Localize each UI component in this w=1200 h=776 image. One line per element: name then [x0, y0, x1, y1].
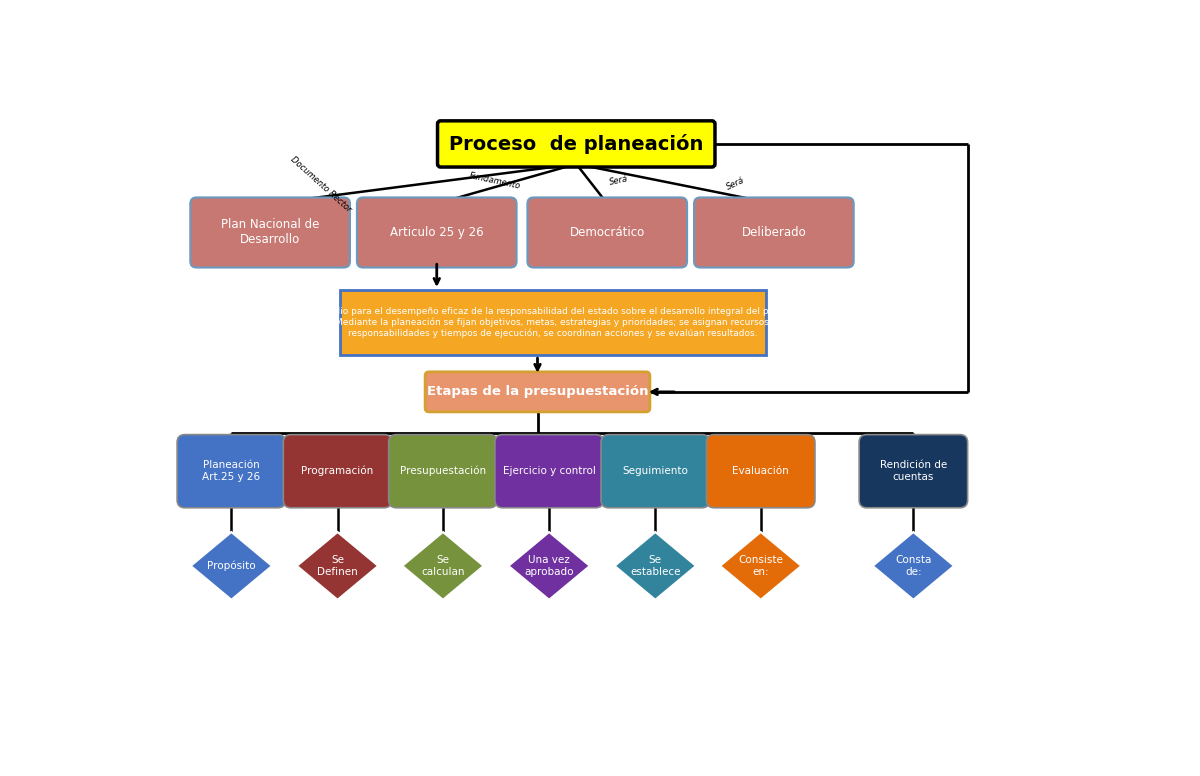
Text: Una vez
aprobado: Una vez aprobado	[524, 555, 574, 577]
Text: Fundamento: Fundamento	[468, 171, 522, 191]
Text: Programación: Programación	[301, 466, 373, 476]
Polygon shape	[191, 532, 272, 600]
Text: Presupuestación: Presupuestación	[400, 466, 486, 476]
Text: Planeación
Art.25 y 26: Planeación Art.25 y 26	[203, 460, 260, 482]
Text: Se
Definen: Se Definen	[317, 555, 358, 577]
FancyBboxPatch shape	[191, 197, 350, 268]
FancyBboxPatch shape	[601, 435, 709, 508]
Polygon shape	[296, 532, 378, 600]
Polygon shape	[720, 532, 802, 600]
Text: Consta
de:: Consta de:	[895, 555, 931, 577]
Text: Evaluación: Evaluación	[732, 466, 790, 476]
Text: Etapas de la presupuestación: Etapas de la presupuestación	[427, 386, 648, 398]
FancyBboxPatch shape	[707, 435, 815, 508]
Text: Será: Será	[725, 176, 745, 192]
Text: Será: Será	[608, 175, 629, 187]
FancyBboxPatch shape	[438, 121, 715, 167]
Polygon shape	[614, 532, 696, 600]
Polygon shape	[872, 532, 954, 600]
Polygon shape	[402, 532, 484, 600]
Text: Proceso  de planeación: Proceso de planeación	[449, 134, 703, 154]
Text: Consiste
en:: Consiste en:	[738, 555, 784, 577]
Text: Documento Rector: Documento Rector	[288, 154, 353, 213]
Text: Ejercicio y control: Ejercicio y control	[503, 466, 595, 476]
FancyBboxPatch shape	[356, 197, 516, 268]
FancyBboxPatch shape	[528, 197, 688, 268]
Text: Se
calculan: Se calculan	[421, 555, 464, 577]
FancyBboxPatch shape	[859, 435, 967, 508]
Text: Plan Nacional de
Desarrollo: Plan Nacional de Desarrollo	[221, 219, 319, 247]
Text: Articulo 25 y 26: Articulo 25 y 26	[390, 226, 484, 239]
FancyBboxPatch shape	[283, 435, 391, 508]
FancyBboxPatch shape	[389, 435, 497, 508]
Text: Rendición de
cuentas: Rendición de cuentas	[880, 460, 947, 482]
Text: Seguimiento: Seguimiento	[623, 466, 689, 476]
FancyBboxPatch shape	[340, 290, 766, 355]
FancyBboxPatch shape	[178, 435, 286, 508]
FancyBboxPatch shape	[494, 435, 604, 508]
Polygon shape	[509, 532, 590, 600]
Text: Se
establece: Se establece	[630, 555, 680, 577]
FancyBboxPatch shape	[694, 197, 853, 268]
Text: Propósito: Propósito	[208, 560, 256, 571]
Text: Democrático: Democrático	[570, 226, 644, 239]
FancyBboxPatch shape	[425, 372, 650, 412]
Text: Deliberado: Deliberado	[742, 226, 806, 239]
Text: Medio para el desempeño eficaz de la responsabilidad del estado sobre el desarro: Medio para el desempeño eficaz de la res…	[322, 307, 785, 338]
